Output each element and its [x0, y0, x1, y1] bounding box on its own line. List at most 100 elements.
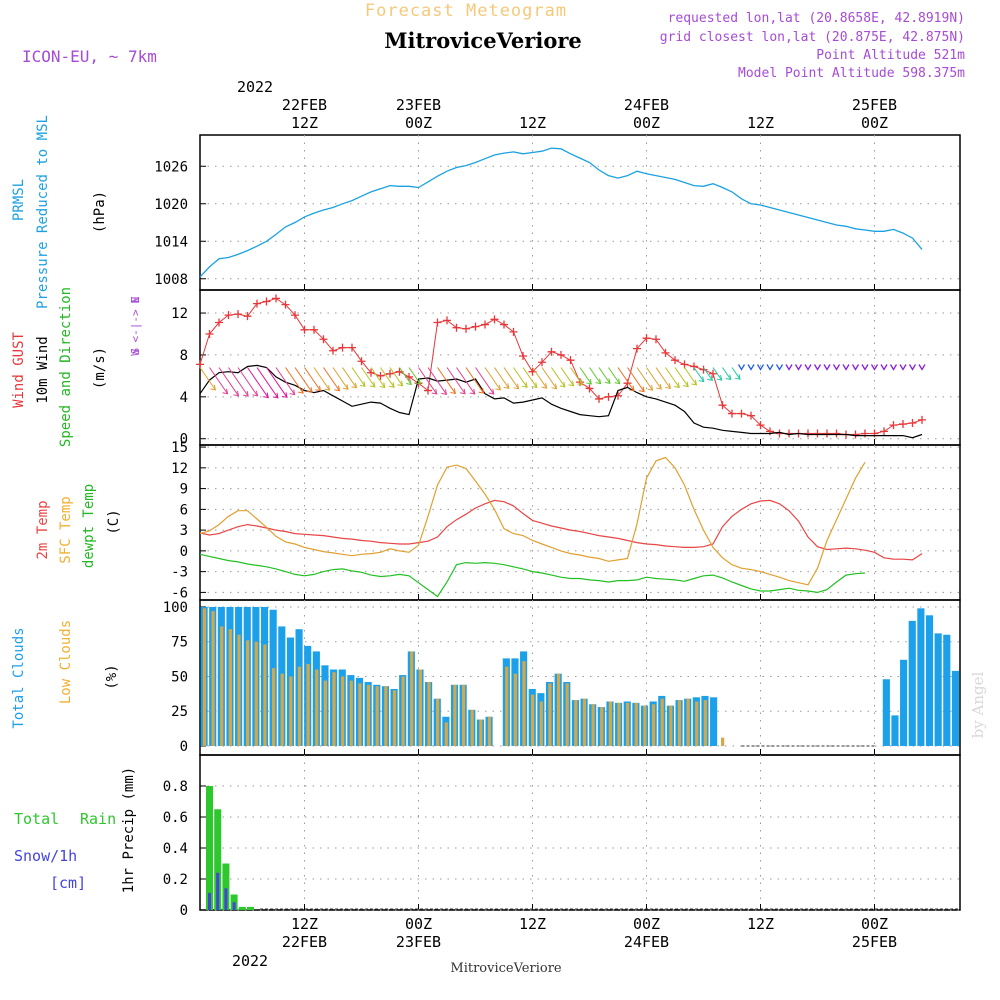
- gust-marker: [452, 323, 461, 332]
- low-cloud-bar: [721, 737, 725, 746]
- wind-arrow-calm: [880, 364, 888, 371]
- wind-arrow: [465, 367, 485, 394]
- wind-arrow-calm: [794, 364, 803, 371]
- gust-marker: [253, 299, 261, 308]
- low-cloud-bar: [660, 698, 664, 746]
- label-dewpt-temp: dewpt Temp: [81, 484, 97, 568]
- y-tick-label: 4: [180, 390, 188, 406]
- gust-marker: [538, 358, 546, 367]
- wind-line: [199, 364, 923, 439]
- low-cloud-bar: [487, 716, 492, 746]
- total-cloud-bar: [943, 634, 951, 746]
- label-ms: (m/s): [92, 347, 108, 389]
- y-tick-label: 0: [180, 903, 188, 919]
- gust-marker: [557, 350, 565, 359]
- low-cloud-bar: [591, 704, 595, 746]
- wind-arrow: [579, 367, 592, 385]
- wind-arrow-head: [725, 374, 732, 381]
- point-altitude: Point Altitude 521m: [816, 48, 965, 63]
- gust-marker: [680, 360, 689, 369]
- low-cloud-bar: [574, 700, 578, 746]
- y-tick-labels: 100810141020102604812-6-3036912150255075…: [154, 159, 188, 919]
- low-cloud-bar: [392, 690, 397, 746]
- low-cloud-bar: [323, 680, 327, 746]
- bottom-date-label: 25FEB: [852, 933, 897, 951]
- wind-arrow-head: [431, 388, 438, 395]
- wind-arrow-head: [459, 388, 466, 395]
- y-tick-label: -3: [171, 565, 188, 581]
- label-percent: (%): [104, 664, 120, 689]
- low-cloud-bar: [626, 702, 630, 746]
- low-cloud-bar: [375, 686, 379, 746]
- wind-arrow-head: [478, 388, 485, 394]
- gust-marker: [490, 315, 499, 324]
- low-cloud-bar: [315, 669, 319, 746]
- gust-marker: [547, 347, 556, 356]
- wind-arrow-head: [210, 384, 217, 391]
- gust-marker: [519, 351, 527, 360]
- low-cloud-bar: [651, 704, 656, 746]
- wind-arrow-calm: [918, 364, 926, 371]
- wind-arrow: [484, 367, 501, 391]
- wind-arrow-head: [359, 381, 366, 387]
- wind-arrow: [608, 367, 621, 384]
- label-pressure-msl: Pressure Reduced to MSL: [35, 115, 51, 309]
- top-hour-label: 00Z: [861, 114, 888, 132]
- wind-arrow: [408, 367, 421, 385]
- wind-arrow-head: [415, 378, 421, 385]
- wind-arrow-head: [513, 383, 520, 390]
- wind-arrow: [437, 367, 456, 394]
- wind-arrow: [199, 367, 216, 391]
- pressure-line: [199, 147, 923, 278]
- wind-arrow-head: [541, 382, 548, 389]
- bottom-hour-label: 00Z: [405, 915, 432, 933]
- low-cloud-bar: [556, 673, 561, 746]
- gust-marker: [899, 420, 907, 429]
- wind-arrow-head: [306, 387, 313, 393]
- label-wind-gust: Wind GUST: [11, 332, 27, 408]
- wind-arrow-head: [628, 385, 635, 392]
- wind-arrow: [209, 367, 228, 395]
- gust-marker: [718, 401, 727, 410]
- wind-arrow-head: [406, 379, 412, 386]
- gust-marker: [614, 391, 622, 400]
- y-tick-label: 1008: [154, 272, 188, 288]
- gust-marker: [367, 368, 375, 377]
- low-cloud-bar: [479, 719, 483, 746]
- wind-arrow-head: [595, 378, 602, 385]
- wind-arrow: [446, 367, 466, 395]
- gust-marker: [291, 311, 299, 320]
- wind-arrow-head: [614, 378, 621, 385]
- wind-arrow-head: [272, 392, 279, 399]
- wind-arrow-head: [488, 388, 495, 395]
- gust-marker: [699, 365, 708, 374]
- top-hour-label: 00Z: [633, 114, 660, 132]
- wind-arrow-head: [351, 382, 358, 389]
- wind-arrow-head: [656, 383, 662, 390]
- wind-arrow: [589, 367, 602, 384]
- wind-arrow-head: [342, 384, 349, 390]
- y-tick-label: 6: [180, 502, 188, 518]
- y-tick-label: 100: [163, 600, 188, 616]
- low-cloud-bar: [703, 700, 707, 746]
- wind-arrow: [684, 367, 697, 386]
- wind-arrow: [731, 367, 741, 380]
- gust-marker: [766, 427, 774, 436]
- total-cloud-bar: [900, 659, 908, 746]
- gust-marker: [813, 429, 822, 438]
- y-tick-label: 0.8: [163, 779, 188, 795]
- wind-arrow: [674, 367, 689, 387]
- wind-arrow: [627, 367, 645, 392]
- wind-arrow: [494, 367, 510, 389]
- dewpt-line: [199, 553, 866, 598]
- wind-arrow: [294, 367, 313, 393]
- low-cloud-bar: [436, 698, 440, 746]
- requested-coords: requested lon,lat (20.8658E, 42.8919N): [668, 11, 965, 26]
- snow-bar: [208, 892, 211, 910]
- gust-marker: [234, 310, 242, 319]
- bottom-hour-label: 12Z: [747, 915, 774, 933]
- wind-arrow: [693, 367, 705, 382]
- wind-arrow: [275, 367, 296, 395]
